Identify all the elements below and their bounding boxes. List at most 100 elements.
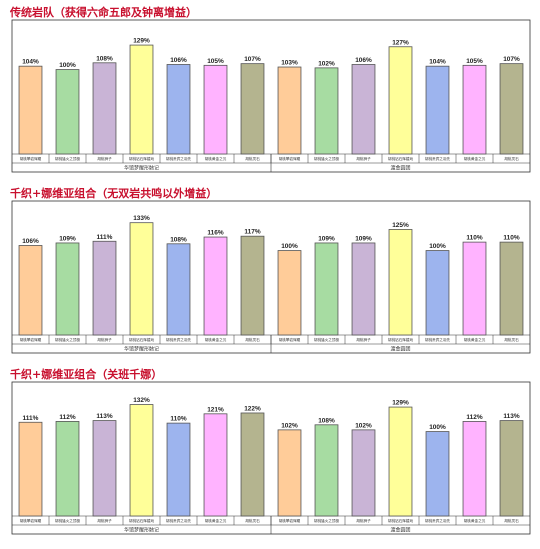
bar-value-label: 109% xyxy=(59,235,76,242)
category-label: 胡桃灵石 xyxy=(504,518,519,523)
category-label: 胡桃黄金之沉 xyxy=(464,518,486,523)
chart-title: 千织+娜维亚组合（无双岩共鸣以外增益） xyxy=(10,187,218,200)
category-label: 胡桃贵宾之羽先 xyxy=(425,337,451,342)
bar xyxy=(314,67,339,155)
category-label: 胡桃贵宾之羽先 xyxy=(166,156,192,161)
bar xyxy=(499,63,524,155)
bar-value-label: 113% xyxy=(96,413,112,420)
bar-value-label: 125% xyxy=(392,222,409,229)
category-label: 胡桃黄金之沉 xyxy=(205,518,227,523)
category-label: 胡桃贵宾之羽先 xyxy=(425,156,451,161)
category-label: 胡桃猛火之顶极 xyxy=(314,337,340,342)
category-label: 胡桃狮子 xyxy=(356,337,371,342)
bar xyxy=(240,412,265,517)
bar-value-label: 110% xyxy=(503,235,519,242)
bar xyxy=(425,431,450,517)
bar-value-label: 106% xyxy=(355,57,372,64)
bar xyxy=(203,64,228,155)
bar-value-label: 117% xyxy=(244,229,260,236)
bar xyxy=(92,420,117,517)
bar-value-label: 108% xyxy=(170,236,187,243)
bar xyxy=(351,242,376,336)
bar-value-label: 100% xyxy=(429,424,446,431)
bar-value-label: 129% xyxy=(392,400,409,407)
bar xyxy=(462,64,487,155)
category-label: 胡桃灵石 xyxy=(504,337,519,342)
category-label: 胡桃黄金之沉 xyxy=(205,156,227,161)
category-label: 胡桃钻石辉嬉戏 xyxy=(388,156,414,161)
category-label: 胡桃攀岩辉耀 xyxy=(20,337,42,342)
category-label: 胡桃黄金之沉 xyxy=(464,156,486,161)
category-label: 胡桃钻石辉嬉戏 xyxy=(129,156,155,161)
bar-value-label: 111% xyxy=(23,415,39,422)
bar xyxy=(18,65,43,155)
bar xyxy=(166,422,191,517)
category-label: 胡桃狮子 xyxy=(356,518,371,523)
bar xyxy=(314,242,339,336)
category-label: 胡桃黄金之沉 xyxy=(205,337,227,342)
category-label: 胡桃灵石 xyxy=(504,156,519,161)
bar-value-label: 129% xyxy=(133,38,150,45)
bar xyxy=(55,69,80,155)
bar-value-label: 122% xyxy=(244,405,261,412)
category-label: 胡桃黄金之沉 xyxy=(464,337,486,342)
bar-value-label: 100% xyxy=(429,243,446,250)
bar-value-label: 108% xyxy=(318,417,335,424)
bar-value-label: 109% xyxy=(355,235,372,242)
bar-value-label: 105% xyxy=(466,58,483,65)
bar-value-label: 116% xyxy=(207,230,223,237)
bar xyxy=(388,406,413,517)
bar xyxy=(351,429,376,517)
bar xyxy=(277,250,302,336)
bar-value-label: 110% xyxy=(170,416,186,423)
bar xyxy=(351,64,376,155)
bar-value-label: 110% xyxy=(466,235,482,242)
group-label: 华馆梦醒形骸记 xyxy=(124,346,159,353)
category-label: 胡桃钻石辉嬉戏 xyxy=(129,337,155,342)
bar xyxy=(314,424,339,517)
group-label: 渡金圆团 xyxy=(390,346,410,353)
bar-value-label: 103% xyxy=(281,60,298,67)
category-label: 胡桃攀岩辉耀 xyxy=(279,337,301,342)
bar xyxy=(462,241,487,336)
bar xyxy=(425,250,450,336)
bar-value-label: 104% xyxy=(22,59,39,66)
bar-value-label: 112% xyxy=(59,414,75,421)
bar xyxy=(425,65,450,155)
bar xyxy=(277,66,302,155)
category-label: 胡桃钻石辉嬉戏 xyxy=(129,518,155,523)
bar-value-label: 106% xyxy=(22,238,39,245)
bar xyxy=(92,62,117,155)
category-label: 胡桃猛火之顶极 xyxy=(314,518,340,523)
category-label: 胡桃贵宾之羽先 xyxy=(166,518,192,523)
bar-value-label: 102% xyxy=(355,422,372,429)
bar xyxy=(240,63,265,155)
category-label: 胡桃灵石 xyxy=(245,156,260,161)
chart-section-1: 传统岩队（获得六命五郎及钟离增益） 104% 胡桃攀岩辉耀 100% 胡桃猛火之顶极 1… xyxy=(0,4,540,182)
category-label: 胡桃猛火之顶极 xyxy=(55,156,81,161)
bar xyxy=(499,241,524,336)
bar xyxy=(55,242,80,336)
category-label: 胡桃狮子 xyxy=(97,156,112,161)
bar xyxy=(462,421,487,517)
chart-frame xyxy=(11,200,531,354)
bar-value-label: 107% xyxy=(503,56,520,63)
bar-chart-2: 106% 胡桃攀岩辉耀 109% 胡桃猛火之顶极 111% 胡桃狮子 133% 胡桃钻石辉嬉戏… xyxy=(11,200,531,354)
category-label: 胡桃攀岩辉耀 xyxy=(279,156,301,161)
bar-value-label: 112% xyxy=(466,414,482,421)
chart-section-2: 千织+娜维亚组合（无双岩共鸣以外增益） 106% 胡桃攀岩辉耀 109% 胡桃猛火之顶… xyxy=(0,185,540,363)
bar xyxy=(129,222,154,336)
category-label: 胡桃钻石辉嬉戏 xyxy=(388,518,414,523)
bar xyxy=(388,229,413,336)
bar-chart-3: 111% 胡桃攀岩辉耀 112% 胡桃猛火之顶极 113% 胡桃狮子 132% 胡桃钻石辉嬉戏… xyxy=(11,381,531,535)
bar-value-label: 127% xyxy=(392,39,409,46)
bar xyxy=(277,429,302,517)
bar-value-label: 111% xyxy=(97,234,113,241)
group-label: 渡金圆团 xyxy=(390,527,410,534)
category-label: 胡桃狮子 xyxy=(97,337,112,342)
bar xyxy=(18,421,43,517)
bar xyxy=(388,46,413,155)
bar xyxy=(129,404,154,517)
bar xyxy=(166,243,191,336)
bar-value-label: 133% xyxy=(133,215,150,222)
